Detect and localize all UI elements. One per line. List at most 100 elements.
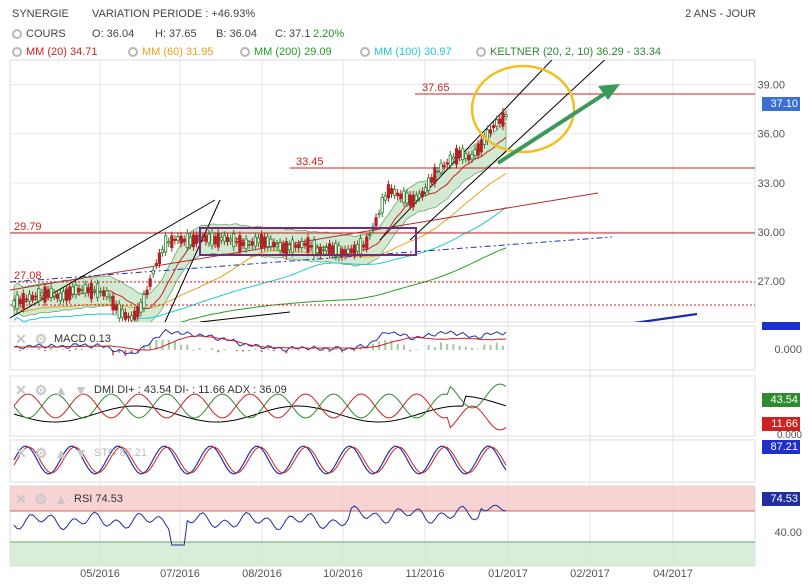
candle-body: [92, 289, 97, 292]
mm200-legend[interactable]: MM (200) 29.09: [240, 46, 332, 58]
candle-body: [204, 235, 208, 242]
candle-body: [300, 240, 304, 248]
open-value: O: 36.04: [92, 28, 135, 40]
gear-icon[interactable]: [12, 29, 22, 40]
macd-bar: [198, 348, 201, 350]
mm20-value: 34.71: [70, 46, 98, 58]
macd-bar: [43, 350, 46, 352]
macd-signal-line: [14, 335, 507, 351]
highlight-circle: [470, 64, 576, 154]
candle-body: [123, 311, 127, 320]
arrow-up-icon[interactable]: ▲: [54, 491, 68, 507]
stoch-legend[interactable]: ✕ ⚙ ▲ ▼ STO 87.21: [14, 446, 147, 460]
candle-body: [464, 153, 468, 159]
arrow-down-icon[interactable]: ▼: [74, 382, 88, 398]
macd-bar: [62, 349, 65, 350]
candle-body: [145, 289, 149, 296]
mm60-label: MM (60): [142, 46, 183, 58]
macd-bar: [211, 348, 214, 350]
candle-body: [315, 247, 319, 254]
trend-line-blue-bold: [633, 312, 698, 322]
gear-icon[interactable]: [360, 47, 370, 58]
candle-body: [498, 118, 502, 124]
gear-icon[interactable]: ⚙: [34, 382, 48, 398]
mm60-legend[interactable]: MM (60) 31.95: [128, 46, 214, 58]
close-icon[interactable]: ✕: [15, 382, 27, 398]
candle-body: [99, 291, 103, 294]
macd-bar: [390, 340, 393, 350]
candle-body: [256, 237, 261, 244]
macd-bar: [173, 341, 176, 350]
keltner-legend[interactable]: KELTNER (20, 2, 10) 36.29 - 33.34: [476, 46, 661, 58]
macd-bar: [477, 349, 480, 350]
macd-bar: [396, 343, 399, 350]
change-value: 2.20%: [313, 28, 345, 40]
gear-icon[interactable]: [476, 47, 486, 58]
trend-line-red: [10, 192, 599, 291]
mm20-legend[interactable]: MM (20) 34.71: [12, 46, 98, 58]
candle-body: [139, 302, 143, 313]
rsi-legend[interactable]: ✕ ⚙ ▲ RSI 74.53: [14, 492, 123, 506]
candle-body: [142, 294, 146, 309]
close-icon[interactable]: ✕: [15, 491, 27, 507]
level-label-29-79: 29.79: [14, 221, 42, 233]
x-tick-label: 05/2016: [80, 568, 120, 580]
cours-legend[interactable]: COURS: [12, 28, 66, 40]
candle-body: [253, 236, 257, 247]
gear-icon[interactable]: [240, 47, 250, 58]
dmi-label: DMI: [94, 383, 115, 396]
adx-line: [13, 395, 507, 423]
high-value: H: 37.65: [155, 28, 197, 40]
candle-body: [266, 236, 270, 247]
macd-bar: [353, 350, 356, 352]
candle-body: [105, 290, 109, 297]
candle-body: [442, 164, 446, 168]
macd-bar: [223, 348, 226, 350]
x-tick-label: 11/2016: [405, 568, 445, 580]
macd-legend[interactable]: ✕ ⚙ MACD 0.13: [14, 332, 111, 346]
macd-bar: [130, 350, 133, 354]
di-minus-line: [13, 393, 507, 431]
candle-body: [151, 269, 155, 275]
close-icon[interactable]: ✕: [15, 331, 27, 347]
candle-body: [229, 238, 233, 242]
gear-icon[interactable]: ⚙: [34, 331, 48, 347]
stoch-tag: 87.21: [762, 440, 800, 454]
macd-bar: [254, 348, 257, 350]
y-tick-label: 27.00: [757, 276, 785, 288]
arrow-up-icon[interactable]: ▲: [54, 382, 68, 398]
macd-bar: [464, 346, 467, 350]
close-icon[interactable]: ✕: [15, 445, 27, 461]
stock-name: SYNERGIE: [12, 8, 69, 20]
mm100-legend[interactable]: MM (100) 30.97: [360, 46, 452, 58]
candle-body: [83, 284, 87, 294]
period-range-selector[interactable]: 2 ANS - JOUR: [685, 8, 756, 20]
candle-body: [306, 237, 310, 253]
candle-body: [102, 290, 106, 297]
candle-body: [281, 244, 285, 254]
candle-body: [210, 232, 214, 246]
macd-bar: [235, 350, 238, 352]
macd-tag: [762, 322, 800, 330]
candle-body: [488, 129, 493, 134]
gear-icon[interactable]: ⚙: [34, 445, 48, 461]
arrow-up-icon[interactable]: ▲: [54, 445, 68, 461]
dmi-legend[interactable]: ✕ ⚙ ▲ ▼ DMI DI+ : 43.54 DI- : 11.66 ADX : 36…: [14, 383, 287, 397]
consolidation-box: [199, 227, 417, 256]
macd-bar: [470, 347, 473, 350]
level-label-27-08: 27.08: [14, 270, 42, 282]
macd-bar: [248, 350, 251, 352]
gear-icon[interactable]: [12, 47, 22, 58]
candle-body: [334, 243, 338, 257]
y-axis-labels: 39.00 36.00 33.00 30.00 27.00: [757, 80, 785, 289]
candle-body: [349, 248, 353, 254]
candle-body: [439, 162, 443, 174]
dmi-dim-tag: 11.66: [762, 417, 800, 431]
arrow-down-icon[interactable]: ▼: [74, 445, 88, 461]
macd-bar: [118, 350, 121, 353]
gear-icon[interactable]: [128, 47, 138, 58]
dmi-pane-frame: [9, 375, 756, 437]
gear-icon[interactable]: ⚙: [34, 491, 48, 507]
macd-bar: [452, 344, 455, 350]
